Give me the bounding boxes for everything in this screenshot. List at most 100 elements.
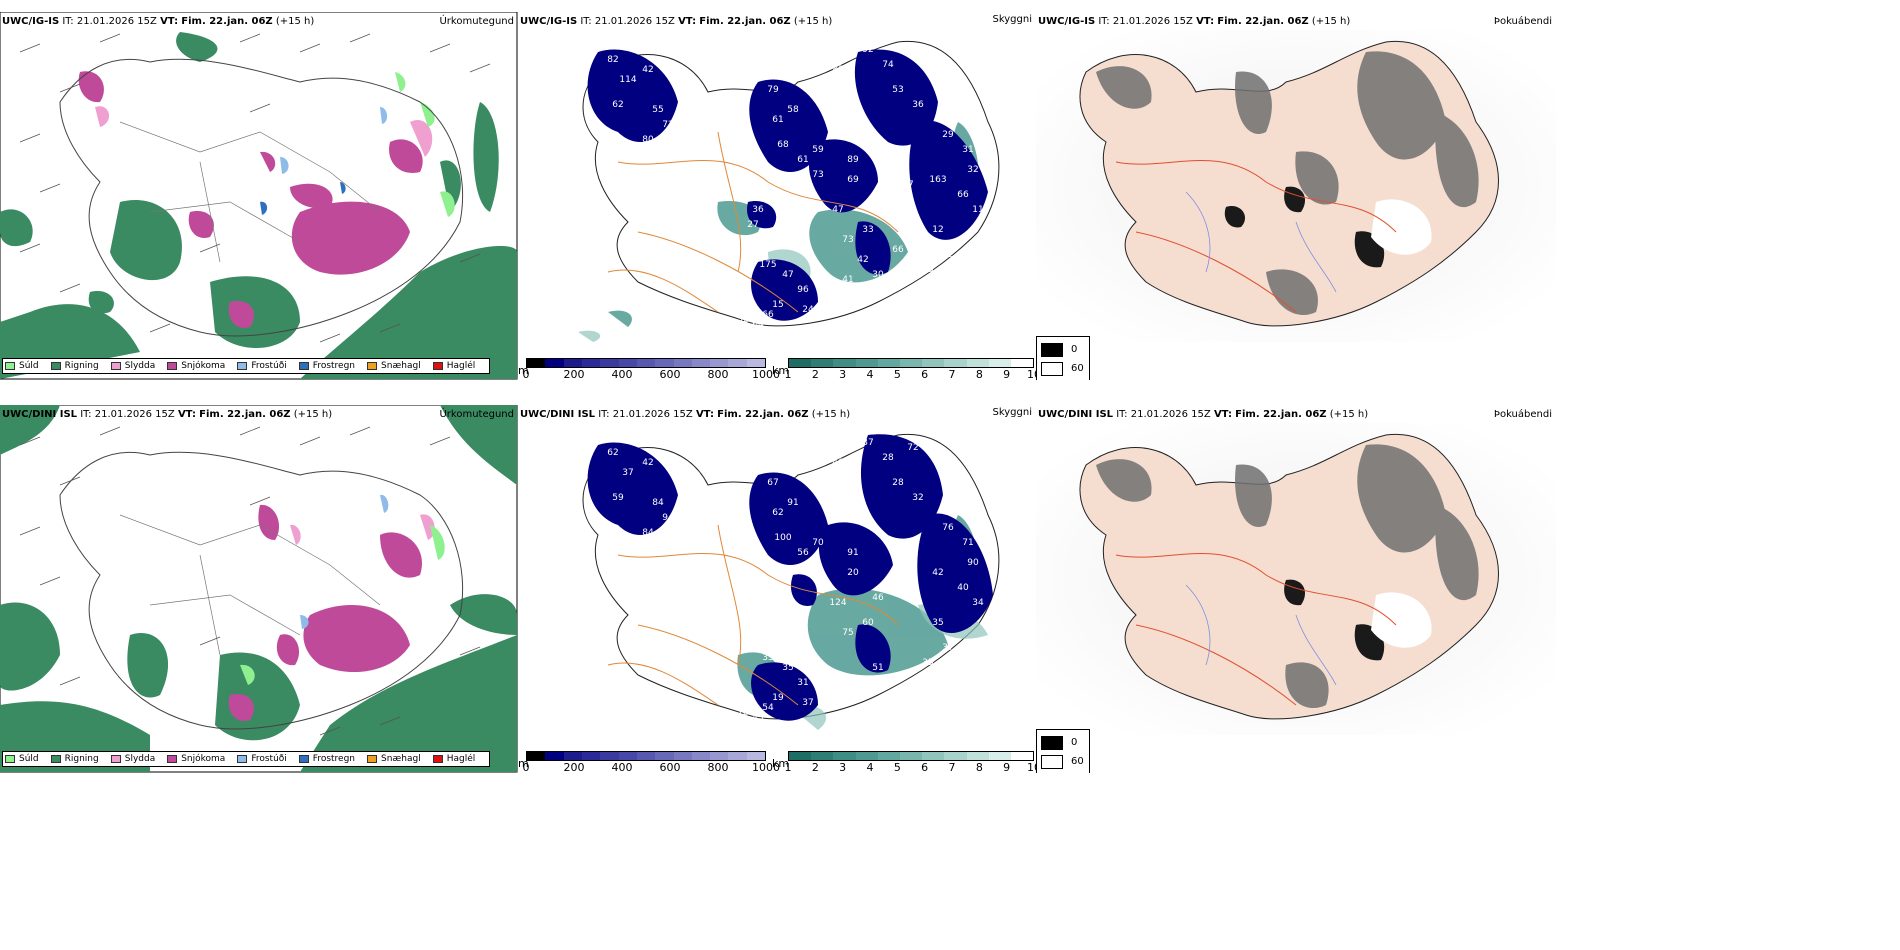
visibility-value: 37 — [622, 468, 633, 478]
ceiling-unit-row2: m — [518, 757, 529, 770]
legend-item: Súld — [5, 754, 39, 764]
visibility-value: 90 — [967, 558, 979, 568]
legend-item: Frostúði — [237, 754, 287, 764]
colorbar-cell — [789, 752, 812, 760]
colorbar-tick: 1000 — [752, 761, 780, 773]
visibility-value: 47 — [902, 180, 913, 190]
visibility-value: 20 — [847, 568, 859, 578]
visibility-value: 54 — [762, 703, 774, 713]
colorbar-cell — [988, 752, 1011, 760]
colorbar-cell — [710, 752, 729, 760]
visibility-value: 61 — [797, 155, 808, 165]
colorbar-tick: 4 — [866, 368, 874, 380]
vis-unit-row2: km — [772, 757, 790, 770]
visibility-value: 56 — [797, 548, 809, 558]
colorbar-cell — [944, 359, 967, 367]
fog-header-row2: UWC/DINI ISL IT: 21.01.2026 15Z VT: Fim.… — [1038, 409, 1369, 420]
visibility-value: 42 — [932, 568, 943, 578]
colorbar-cell — [673, 752, 692, 760]
fog-title-row1: Þokuábendi — [1493, 16, 1552, 27]
visibility-value: 53 — [892, 85, 903, 95]
cloud-panel-row1: 82 114 42 62 55 72 80 78 79 61 58 68 61 59 73 83 92 74 63 5… — [518, 12, 1036, 380]
colorbar-cell — [600, 752, 619, 760]
visibility-value: 124 — [829, 598, 846, 608]
valid-label: VT: — [160, 16, 179, 27]
colorbar-cell — [636, 359, 656, 367]
visibility-value: 59 — [612, 493, 624, 503]
visibility-value: 28 — [882, 453, 894, 463]
colorbar-tick: 9 — [1003, 761, 1011, 773]
colorbar-cell — [855, 359, 878, 367]
visibility-value: 58 — [787, 105, 799, 115]
visibility-value: 67 — [767, 478, 778, 488]
colorbar-cell — [811, 359, 834, 367]
visibility-value: 73 — [812, 170, 823, 180]
visibility-value: 66 — [892, 245, 904, 255]
visibility-value: 83 — [832, 65, 843, 75]
visibility-value: 63 — [907, 50, 918, 60]
visibility-value: 55 — [652, 105, 663, 115]
fog-legend-row1: 0 60 — [1036, 336, 1090, 380]
colorbar-tick: 8 — [975, 368, 983, 380]
visibility-value: 82 — [607, 55, 618, 65]
legend-item: Haglél — [432, 754, 475, 764]
colorbar-tick: 2 — [811, 368, 819, 380]
colorbar-tick: 600 — [659, 761, 681, 773]
ceiling-colorbar-row2: 0 200 400 600 800 1000 — [523, 751, 780, 773]
visibility-value: 75 — [842, 628, 853, 638]
visibility-value: 40 — [957, 583, 969, 593]
precip-title-row1: Úrkomutegund — [439, 16, 514, 27]
colorbar-tick: 8 — [975, 761, 983, 773]
visibility-value: 31 — [752, 598, 763, 608]
colorbar-tick: 800 — [707, 761, 729, 773]
visibility-value: 37 — [942, 643, 953, 653]
cloud-header-row1: UWC/IG-IS IT: 21.01.2026 15Z VT: Fim. 22… — [520, 16, 833, 27]
precip-legend-row2: Súld Rigning Slydda Snjókoma Frostúði Fr… — [2, 751, 491, 767]
precip-map-row1 — [0, 12, 518, 380]
visibility-value: 78 — [737, 708, 749, 718]
colorbar-tick: 1000 — [752, 368, 780, 380]
colorbar-cell — [618, 359, 637, 367]
visibility-value: 60 — [862, 618, 874, 628]
visibility-value: 35 — [782, 663, 793, 673]
visibility-value: 61 — [772, 115, 783, 125]
colorbar-tick: 5 — [893, 368, 901, 380]
colorbar-cell — [1010, 359, 1034, 367]
visibility-value: 47 — [832, 205, 843, 215]
visibility-value: 42 — [642, 65, 653, 75]
colorbar-tick: 10 — [1027, 761, 1036, 773]
colorbar-cell — [833, 359, 856, 367]
visibility-value: 32 — [912, 493, 923, 503]
colorbar-cell — [899, 752, 923, 760]
colorbar-cell — [710, 359, 729, 367]
visibility-value: 29 — [942, 130, 954, 140]
colorbar-cell — [600, 359, 619, 367]
colorbar-tick: 6 — [921, 761, 929, 773]
visibility-value: 68 — [777, 140, 789, 150]
colorbar-tick: 3 — [839, 368, 847, 380]
colorbar-tick: 4 — [866, 761, 874, 773]
colorbar-cell — [966, 752, 989, 760]
colorbar-cell — [877, 359, 900, 367]
visibility-value: 114 — [619, 75, 636, 85]
colorbar-cell — [545, 359, 564, 367]
colorbar-cell — [581, 359, 601, 367]
visibility-value: 32 — [967, 165, 978, 175]
legend-item: Frostúði — [237, 361, 287, 371]
visibility-value: 66 — [957, 190, 969, 200]
visibility-value: 163 — [929, 175, 946, 185]
legend-item: Rigning — [50, 754, 99, 764]
colorbar-tick: 200 — [563, 368, 585, 380]
visibility-value: 61 — [812, 563, 823, 573]
visibility-value: 50 — [822, 295, 834, 305]
visibility-value: 89 — [847, 155, 859, 165]
colorbar-cell — [966, 359, 989, 367]
colorbar-tick: 10 — [1027, 368, 1036, 380]
model-label: UWC/IG-IS — [2, 16, 60, 27]
colorbar-cell — [922, 359, 945, 367]
visibility-value: 72 — [942, 250, 953, 260]
colorbar-cell — [944, 752, 967, 760]
visibility-value: 72 — [662, 120, 673, 130]
